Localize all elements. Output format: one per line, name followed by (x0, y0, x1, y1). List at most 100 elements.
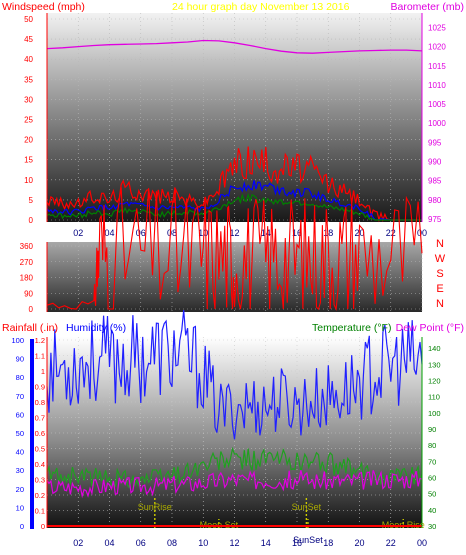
time-tick-label: 02 (73, 538, 83, 548)
rainfall-tick-label: 0.1 (35, 507, 45, 516)
temperature-tick-label: 130 (428, 360, 441, 369)
temperature-axis-label: Temperature (°F) (312, 322, 391, 334)
barometer-tick-label: 1000 (428, 119, 446, 128)
time-tick-label: 16 (292, 228, 302, 238)
rainfall-tick-label: 0.9 (35, 383, 45, 392)
windspeed-tick-label: 15 (24, 156, 33, 165)
humidity-tick-label: 70 (16, 392, 24, 401)
windspeed-tick-label: 0 (29, 216, 34, 225)
series-line-gust (46, 146, 422, 223)
time-tick-label: 00 (417, 228, 427, 238)
series-line-average (46, 180, 422, 221)
windspeed-series (46, 39, 423, 223)
direction-tick-label: 0 (29, 305, 34, 314)
barometer-axis-label: Barometer (mb) (390, 1, 464, 13)
series-line-dew-point (46, 469, 423, 499)
time-tick-label: 08 (167, 228, 177, 238)
wind-direction-axis-ticks: 0 90 180 270 360 (20, 242, 34, 314)
chart-title: 24 hour graph day November 13 2016 (172, 1, 350, 13)
windspeed-tick-label: 20 (24, 136, 33, 145)
barometer-tick-label: 1020 (428, 43, 446, 52)
windspeed-time-ticks: 02 04 06 08 10 12 14 16 18 20 22 00 (73, 228, 427, 238)
event-label: SunRise (138, 502, 172, 512)
barometer-tick-label: 1010 (428, 81, 446, 90)
compass-label: W (435, 253, 446, 265)
rainfall-axis-ticks: 0 0.1 0.2 0.3 0.4 0.5 0.6 0.7 0.8 0.9 1 1.1 1.2 (35, 336, 45, 531)
rainfall-tick-label: 0.2 (35, 491, 45, 500)
event-label: SunSet (293, 535, 323, 545)
barometer-tick-label: 990 (428, 158, 442, 167)
time-tick-label: 12 (229, 228, 239, 238)
time-tick-label: 02 (73, 228, 83, 238)
windspeed-tick-label: 10 (24, 176, 33, 185)
barometer-tick-label: 1015 (428, 62, 446, 71)
barometer-axis-ticks: 975 980 985 990 995 1000 1005 1010 1015 1020 1025 (428, 23, 446, 224)
time-tick-label: 04 (104, 538, 114, 548)
temperature-tick-label: 140 (428, 344, 441, 353)
humidity-tick-label: 10 (16, 503, 24, 512)
time-tick-label: 14 (261, 538, 271, 548)
humidity-tick-label: 60 (16, 410, 24, 419)
rainfall-tick-label: 1 (41, 367, 45, 376)
direction-tick-label: 90 (24, 289, 33, 298)
rainfall-axis-label: Rainfall (.in) (2, 322, 58, 334)
wind-direction-gridlines (47, 242, 423, 312)
temperature-tick-label: 30 (428, 522, 436, 531)
rainfall-tick-label: 0.8 (35, 398, 45, 407)
humidity-tick-label: 50 (16, 429, 24, 438)
series-line-speed (46, 192, 422, 221)
temperature-tick-label: 100 (428, 409, 441, 418)
direction-tick-label: 270 (20, 258, 34, 267)
time-tick-label: 16 (292, 538, 302, 548)
time-tick-label: 06 (136, 538, 146, 548)
event-label: SunSet (292, 502, 322, 512)
barometer-tick-label: 985 (428, 177, 442, 186)
direction-tick-label: 360 (20, 242, 34, 251)
barometer-tick-label: 995 (428, 138, 442, 147)
temperature-tick-label: 120 (428, 376, 441, 385)
temperature-tick-label: 60 (428, 473, 436, 482)
direction-tick-label: 180 (20, 274, 34, 283)
barometer-tick-label: 975 (428, 215, 442, 224)
windspeed-tick-label: 25 (24, 116, 33, 125)
temperature-tick-label: 90 (428, 425, 436, 434)
humidity-tick-label: 90 (16, 355, 24, 364)
humidity-tick-label: 20 (16, 485, 24, 494)
temperature-tick-label: 80 (428, 441, 436, 450)
series-line-temperature (46, 446, 423, 489)
rainfall-tick-label: 0.5 (35, 445, 45, 454)
time-tick-label: 08 (167, 538, 177, 548)
humidity-axis-ticks: 0 10 20 30 40 50 60 70 80 90 100 (11, 336, 24, 531)
compass-label: S (436, 268, 443, 280)
rainfall-tick-label: 0 (41, 522, 45, 531)
rainfall-tick-label: 1.2 (35, 336, 45, 345)
windspeed-tick-label: 40 (24, 55, 33, 64)
rainfall-tick-label: 0.6 (35, 429, 45, 438)
time-tick-label: 22 (386, 228, 396, 238)
temperature-time-ticks: 02 04 06 08 10 12 14 16 18 20 22 00 (73, 538, 427, 548)
rainfall-tick-label: 0.3 (35, 476, 45, 485)
series-line-barometer (46, 39, 423, 54)
windspeed-axis-ticks: 0 5 10 15 20 25 30 35 40 45 50 (24, 15, 33, 225)
windspeed-gridlines (47, 13, 423, 222)
barometer-tick-label: 980 (428, 196, 442, 205)
humidity-tick-label: 40 (16, 448, 24, 457)
windspeed-tick-label: 50 (24, 15, 33, 24)
barometer-tick-label: 1025 (428, 23, 446, 32)
temperature-tick-label: 70 (428, 457, 436, 466)
humidity-axis-label: Humidity (%) (66, 322, 126, 334)
time-tick-label: 14 (261, 228, 271, 238)
barometer-tick-label: 1005 (428, 100, 446, 109)
humidity-axis-bar (30, 339, 34, 529)
windspeed-tick-label: 45 (24, 35, 33, 44)
temperature-axis-ticks: 30 40 50 60 70 80 90 100 110 120 130 140 (428, 344, 441, 531)
dewpoint-axis-label: Dew Point (°F) (396, 322, 464, 334)
series-line-humidity (46, 309, 423, 440)
time-tick-label: 04 (104, 228, 114, 238)
time-tick-label: 06 (136, 228, 146, 238)
series-line-wind-direction (46, 187, 423, 311)
time-tick-label: 12 (229, 538, 239, 548)
